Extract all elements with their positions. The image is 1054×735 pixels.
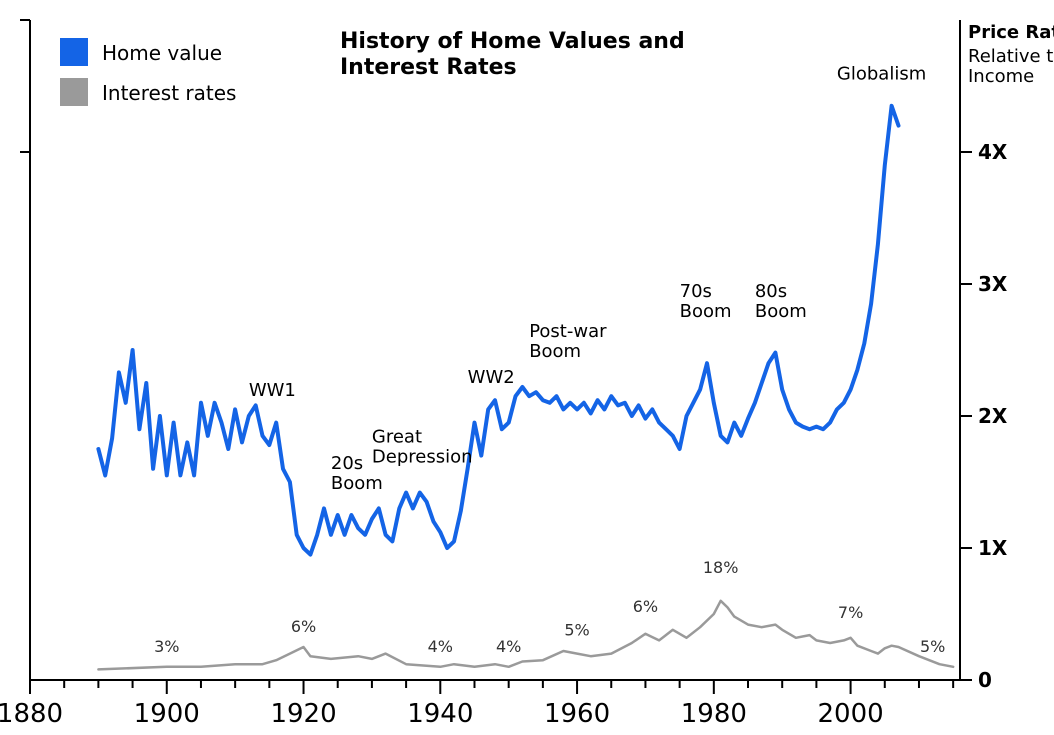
- annotation: 80s: [755, 281, 787, 302]
- annotation: Great: [372, 426, 422, 447]
- legend-label: Home value: [102, 41, 222, 65]
- x-tick-label: 1920: [270, 699, 336, 729]
- y-tick-label: 4X: [978, 140, 1008, 164]
- x-tick-label: 1900: [134, 699, 200, 729]
- x-tick-label: 1960: [544, 699, 610, 729]
- rate-label: 6%: [633, 597, 658, 616]
- annotation: 70s: [680, 281, 712, 302]
- rate-label: 3%: [154, 637, 179, 656]
- y-tick-label: 2X: [978, 404, 1008, 428]
- legend-label: Interest rates: [102, 81, 236, 105]
- annotation: Boom: [680, 301, 732, 322]
- right-axis-subtitle: Income: [968, 66, 1034, 87]
- x-tick-label: 1980: [681, 699, 747, 729]
- chart-title: History of Home Values and: [340, 29, 685, 54]
- y-tick-label: 1X: [978, 536, 1008, 560]
- annotation: Boom: [331, 473, 383, 494]
- rate-label: 7%: [838, 603, 863, 622]
- y-tick-label: 3X: [978, 272, 1008, 296]
- home-value-line: [98, 106, 898, 555]
- annotation: 20s: [331, 453, 363, 474]
- x-tick-label: 2000: [818, 699, 884, 729]
- legend-swatch: [60, 78, 88, 106]
- rate-label: 5%: [920, 637, 945, 656]
- x-tick-label: 1880: [0, 699, 63, 729]
- annotation: Boom: [755, 301, 807, 322]
- rate-label: 4%: [428, 637, 453, 656]
- annotation: Boom: [529, 341, 581, 362]
- legend-swatch: [60, 38, 88, 66]
- x-tick-label: 1940: [407, 699, 473, 729]
- rate-label: 4%: [496, 637, 521, 656]
- annotation: Globalism: [837, 63, 926, 84]
- right-axis-subtitle: Relative to: [968, 46, 1054, 67]
- rate-label: 6%: [291, 617, 316, 636]
- annotation: Post-war: [529, 321, 607, 342]
- y-tick-label: 0: [978, 668, 992, 692]
- annotation: Depression: [372, 446, 473, 467]
- annotation: WW2: [468, 367, 515, 388]
- chart-svg: 1880 1900 1920 1940 1960 1980 2000 0 1X 2X 3X 4X Pri…: [0, 0, 1054, 735]
- chart-container: 1880 1900 1920 1940 1960 1980 2000 0 1X 2X 3X 4X Pri…: [0, 0, 1054, 735]
- annotation: WW1: [249, 380, 296, 401]
- interest-rate-line: [98, 601, 953, 670]
- chart-title: Interest Rates: [340, 55, 517, 80]
- rate-label: 5%: [564, 621, 589, 640]
- right-axis-title: Price Ratio: [968, 22, 1054, 43]
- rate-label: 18%: [703, 558, 739, 577]
